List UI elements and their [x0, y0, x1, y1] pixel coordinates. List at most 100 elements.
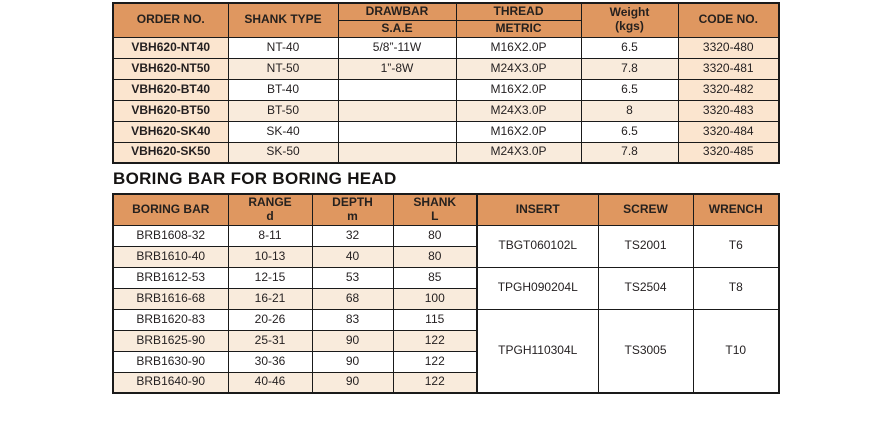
cell-range-d: 12-15 — [227, 266, 313, 289]
cell-shank-type: SK-40 — [227, 120, 339, 143]
shank-label-line1: SHANK — [413, 194, 457, 209]
cell-boring-bar: BRB1625-90 — [112, 329, 229, 352]
shank-label-line2: L — [431, 208, 439, 223]
cell-weight-kgs: 7.8 — [580, 57, 679, 80]
cell-depth-m: 83 — [311, 308, 394, 331]
section-title: BORING BAR FOR BORING HEAD — [113, 169, 397, 188]
order-table-body: VBH620-NT40 NT-40 5/8”-11W M16X2.0P 6.5 3320-… — [112, 36, 780, 164]
boring-table-row: BRB1625-90 25-31 90 122 — [112, 329, 779, 352]
cell-depth-m: 90 — [311, 371, 394, 394]
col-header-shank: SHANK L — [392, 193, 478, 226]
cell-wrench: T8 — [692, 266, 780, 310]
weight-label-line2: (kgs) — [615, 19, 644, 34]
cell-code-no: 3320-485 — [677, 141, 780, 164]
cell-thread-metric: M16X2.0P — [455, 36, 582, 59]
cell-thread-metric: M16X2.0P — [455, 78, 582, 101]
boring-table-row: BRB1620-83 20-26 83 115 TPGH110304L TS3005 T10 — [112, 308, 780, 394]
cell-code-no: 3320-483 — [677, 99, 780, 122]
cell-code-no: 3320-484 — [677, 120, 780, 143]
cell-depth-m: 32 — [311, 224, 394, 247]
col-header-code-no: CODE NO. — [677, 2, 780, 38]
cell-code-no: 3320-480 — [677, 36, 780, 59]
cell-weight-kgs: 6.5 — [580, 36, 679, 59]
cell-order-no: VBH620-NT40 — [112, 36, 229, 59]
cell-depth-m: 53 — [311, 266, 394, 289]
col-header-wrench: WRENCH — [692, 193, 780, 226]
col-header-metric: METRIC — [455, 19, 582, 38]
order-table-row: VBH620-BT50 BT-50 M24X3.0P 8 3320-483 — [112, 99, 780, 122]
order-table-row: VBH620-NT40 NT-40 5/8”-11W M16X2.0P 6.5 3320-… — [112, 36, 780, 59]
cell-drawbar-sae — [337, 99, 457, 122]
depth-label-line1: DEPTH — [332, 194, 373, 209]
weight-label-line1: Weight — [609, 5, 650, 20]
cell-shank-type: NT-50 — [227, 57, 339, 80]
boring-table-row: BRB1612-53 12-15 53 85 TPGH090204L TS2504 T8 — [112, 266, 780, 310]
cell-order-no: VBH620-BT50 — [112, 99, 229, 122]
col-header-weight: Weight (kgs) — [580, 2, 679, 38]
cell-thread-metric: M16X2.0P — [455, 120, 582, 143]
cell-depth-m: 90 — [311, 350, 394, 373]
cell-depth-m: 90 — [311, 329, 394, 352]
boring-table-header-row: BORING BAR RANGE d DEPTH m SHANK L INSER… — [112, 193, 780, 226]
col-header-order-no: ORDER NO. — [112, 2, 229, 38]
col-header-screw: SCREW — [597, 193, 694, 226]
cell-shank-type: BT-50 — [227, 99, 339, 122]
range-label-line1: RANGE — [248, 194, 292, 209]
cell-shank-type: BT-40 — [227, 78, 339, 101]
cell-shank-l: 122 — [392, 371, 478, 394]
cell-depth-m: 40 — [311, 245, 394, 268]
boring-bar-table: BORING BAR RANGE d DEPTH m SHANK L INSER… — [112, 193, 780, 394]
cell-weight-kgs: 7.8 — [580, 141, 679, 164]
boring-table-row: BRB1630-90 30-36 90 122 — [112, 350, 779, 373]
cell-screw: TS2001 — [597, 224, 694, 268]
cell-wrench: T10 — [692, 308, 780, 394]
col-header-range: RANGE d — [227, 193, 313, 226]
cell-shank-l: 115 — [392, 308, 478, 331]
cell-drawbar-sae — [337, 141, 457, 164]
cell-shank-l: 80 — [392, 245, 478, 268]
col-header-thread: THREAD — [455, 2, 582, 21]
cell-insert: TPGH110304L — [476, 308, 599, 394]
boring-table-row: BRB1640-90 40-46 90 122 — [112, 371, 779, 394]
cell-drawbar-sae: 1”-8W — [337, 57, 457, 80]
col-header-insert: INSERT — [476, 193, 599, 226]
cell-range-d: 10-13 — [227, 245, 313, 268]
cell-shank-l: 85 — [392, 266, 478, 289]
cell-shank-l: 122 — [392, 329, 478, 352]
boring-table-row: BRB1610-40 10-13 40 80 — [112, 245, 779, 268]
cell-order-no: VBH620-SK50 — [112, 141, 229, 164]
cell-screw: TS2504 — [597, 266, 694, 310]
cell-depth-m: 68 — [311, 287, 394, 310]
boring-table-body: BRB1608-32 8-11 32 80 TBGT060102L TS2001 T6 BRB… — [112, 224, 780, 394]
col-header-sae: S.A.E — [337, 19, 457, 38]
cell-boring-bar: BRB1610-40 — [112, 245, 229, 268]
cell-order-no: VBH620-BT40 — [112, 78, 229, 101]
col-header-boring-bar: BORING BAR — [112, 193, 229, 226]
cell-shank-l: 122 — [392, 350, 478, 373]
cell-drawbar-sae — [337, 78, 457, 101]
cell-shank-type: SK-50 — [227, 141, 339, 164]
cell-range-d: 20-26 — [227, 308, 313, 331]
cell-boring-bar: BRB1630-90 — [112, 350, 229, 373]
cell-drawbar-sae — [337, 120, 457, 143]
cell-order-no: VBH620-SK40 — [112, 120, 229, 143]
catalog-page: ORDER NO. SHANK TYPE DRAWBAR THREAD Weig… — [112, 2, 780, 394]
cell-shank-l: 100 — [392, 287, 478, 310]
cell-range-d: 30-36 — [227, 350, 313, 373]
cell-insert: TBGT060102L — [476, 224, 599, 268]
order-table-row: VBH620-NT50 NT-50 1”-8W M24X3.0P 7.8 3320-481 — [112, 57, 780, 80]
cell-weight-kgs: 6.5 — [580, 78, 679, 101]
cell-boring-bar: BRB1616-68 — [112, 287, 229, 310]
order-table: ORDER NO. SHANK TYPE DRAWBAR THREAD Weig… — [112, 2, 780, 164]
cell-thread-metric: M24X3.0P — [455, 57, 582, 80]
range-label-line2: d — [266, 208, 274, 223]
cell-drawbar-sae: 5/8”-11W — [337, 36, 457, 59]
cell-boring-bar: BRB1608-32 — [112, 224, 229, 247]
cell-range-d: 16-21 — [227, 287, 313, 310]
cell-weight-kgs: 8 — [580, 99, 679, 122]
cell-boring-bar: BRB1640-90 — [112, 371, 229, 394]
col-header-drawbar: DRAWBAR — [337, 2, 457, 21]
order-table-header-row-1: ORDER NO. SHANK TYPE DRAWBAR THREAD Weig… — [112, 2, 780, 38]
col-header-depth: DEPTH m — [311, 193, 394, 226]
cell-shank-type: NT-40 — [227, 36, 339, 59]
